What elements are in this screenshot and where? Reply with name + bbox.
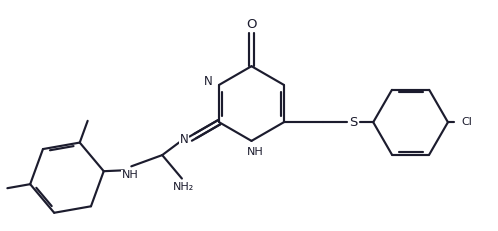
Text: NH: NH: [247, 147, 264, 157]
Text: Cl: Cl: [462, 117, 472, 127]
Text: NH: NH: [122, 170, 139, 180]
Text: S: S: [350, 116, 358, 129]
Text: NH₂: NH₂: [173, 182, 195, 192]
Text: N: N: [204, 75, 213, 88]
Text: O: O: [246, 18, 257, 31]
Text: N: N: [180, 133, 189, 146]
